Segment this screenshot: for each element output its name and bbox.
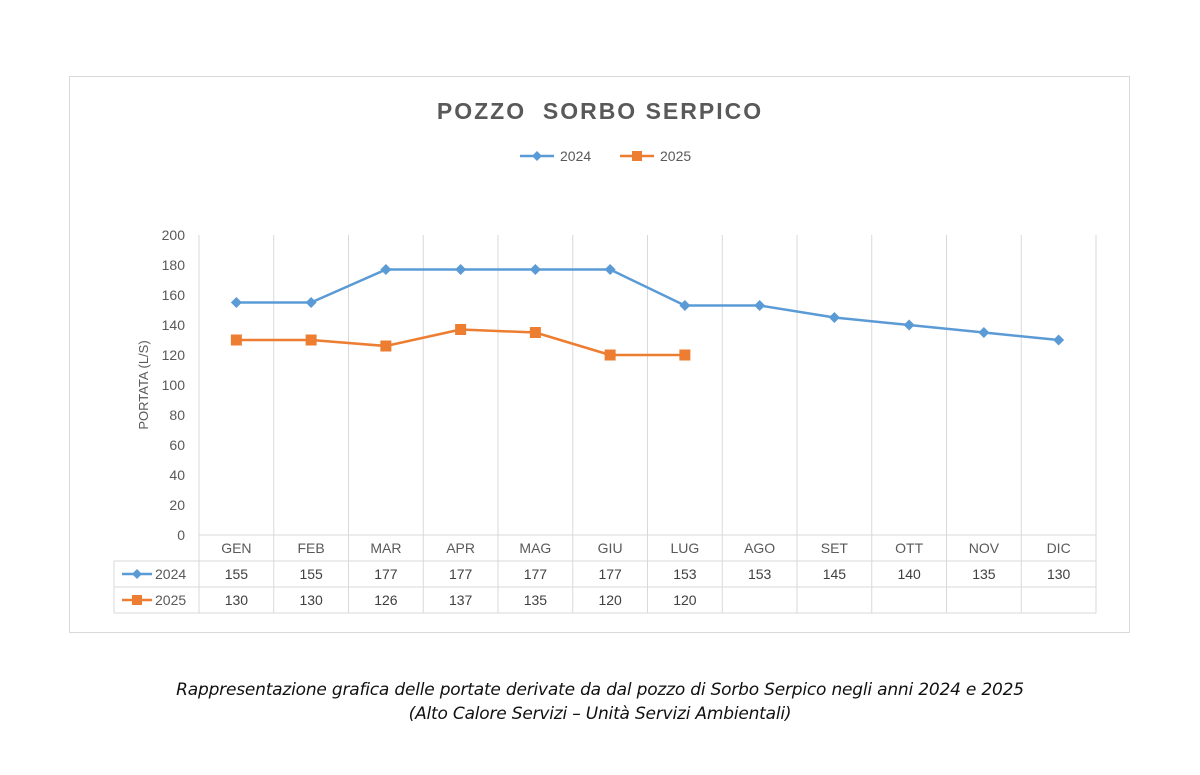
- x-tick-label: APR: [446, 540, 475, 556]
- x-tick-label: GEN: [221, 540, 251, 556]
- series-line-2024: [236, 268, 1059, 342]
- data-point-2025: [305, 334, 317, 346]
- data-point-2024: [903, 319, 915, 331]
- x-tick-label: MAR: [370, 540, 401, 556]
- table-cell-value: 137: [449, 592, 473, 608]
- y-tick-label: 20: [169, 497, 185, 513]
- table-cell-value: 177: [524, 566, 548, 582]
- y-tick-label: 160: [162, 287, 186, 303]
- table-cell-value: 126: [374, 592, 398, 608]
- x-tick-label: MAG: [519, 540, 551, 556]
- x-tick-label: FEB: [298, 540, 325, 556]
- data-point-2025: [604, 349, 616, 361]
- data-point-2024: [604, 264, 616, 275]
- data-point-2024: [679, 300, 691, 311]
- table-cell-value: 177: [449, 566, 473, 582]
- chart-title: POZZO SORBO SERPICO: [437, 98, 763, 124]
- table-cell-value: 153: [673, 566, 697, 582]
- y-tick-label: 120: [162, 347, 186, 363]
- legend-label-2024: 2024: [560, 148, 591, 164]
- table-key-square-icon: [132, 595, 142, 605]
- legend-marker-square-icon: [632, 151, 642, 161]
- table-cell-value: 135: [524, 592, 548, 608]
- data-point-2025: [230, 334, 242, 346]
- data-point-2024: [754, 300, 766, 311]
- table-cell-value: 130: [225, 592, 249, 608]
- y-tick-label: 40: [169, 467, 185, 483]
- y-tick-label: 100: [162, 377, 186, 393]
- data-point-2025: [529, 327, 541, 338]
- data-point-2025: [679, 349, 691, 361]
- data-point-2024: [529, 264, 541, 275]
- y-tick-label: 200: [162, 227, 186, 243]
- table-series-label: 2024: [155, 566, 186, 582]
- table-cell-value: 120: [673, 592, 697, 608]
- y-axis-label: PORTATA (L/S): [136, 340, 151, 429]
- table-cell-value: 155: [299, 566, 323, 582]
- table-cell-value: 177: [598, 566, 622, 582]
- table-cell-value: 140: [897, 566, 921, 582]
- data-point-2025: [455, 324, 467, 335]
- data-point-2024: [455, 264, 467, 275]
- chart-area: POZZO SORBO SERPICO 2024 2025 0 20 40 60 80 100 1…: [69, 76, 1130, 633]
- figure-caption: Rappresentazione grafica delle portate d…: [176, 680, 1024, 700]
- data-point-2024: [1053, 334, 1065, 346]
- x-tick-label: LUG: [670, 540, 699, 556]
- x-tick-label: SET: [821, 540, 849, 556]
- x-tick-label: OTT: [895, 540, 923, 556]
- legend-marker-diamond-icon: [532, 151, 542, 161]
- table-key-diamond-icon: [132, 569, 142, 579]
- x-tick-label: GIU: [598, 540, 623, 556]
- table-cell-value: 145: [823, 566, 847, 582]
- x-tick-label: DIC: [1047, 540, 1071, 556]
- x-tick-label: NOV: [969, 540, 1000, 556]
- y-tick-label: 0: [177, 527, 185, 543]
- line-chart: POZZO SORBO SERPICO 2024 2025 0 20 40 60 80 100 1…: [113, 98, 1097, 614]
- table-cell-value: 135: [972, 566, 996, 582]
- y-tick-label: 140: [162, 317, 186, 333]
- legend-label-2025: 2025: [660, 148, 691, 164]
- table-cell-value: 155: [225, 566, 249, 582]
- y-tick-label: 180: [162, 257, 186, 273]
- table-cell-value: 130: [299, 592, 323, 608]
- y-tick-label: 60: [169, 437, 185, 453]
- data-point-2025: [380, 340, 392, 352]
- table-cell-value: 177: [374, 566, 398, 582]
- table-series-label: 2025: [155, 592, 186, 608]
- table-cell-value: 130: [1047, 566, 1071, 582]
- data-point-2024: [305, 297, 317, 308]
- data-point-2024: [978, 327, 990, 338]
- data-point-2024: [380, 264, 392, 275]
- x-tick-label: AGO: [744, 540, 775, 556]
- y-tick-label: 80: [169, 407, 185, 423]
- data-point-2024: [230, 297, 242, 308]
- figure-caption-source: (Alto Calore Servizi – Unità Servizi Amb…: [408, 704, 792, 724]
- data-point-2024: [828, 312, 840, 323]
- table-cell-value: 120: [598, 592, 622, 608]
- table-cell-value: 153: [748, 566, 772, 582]
